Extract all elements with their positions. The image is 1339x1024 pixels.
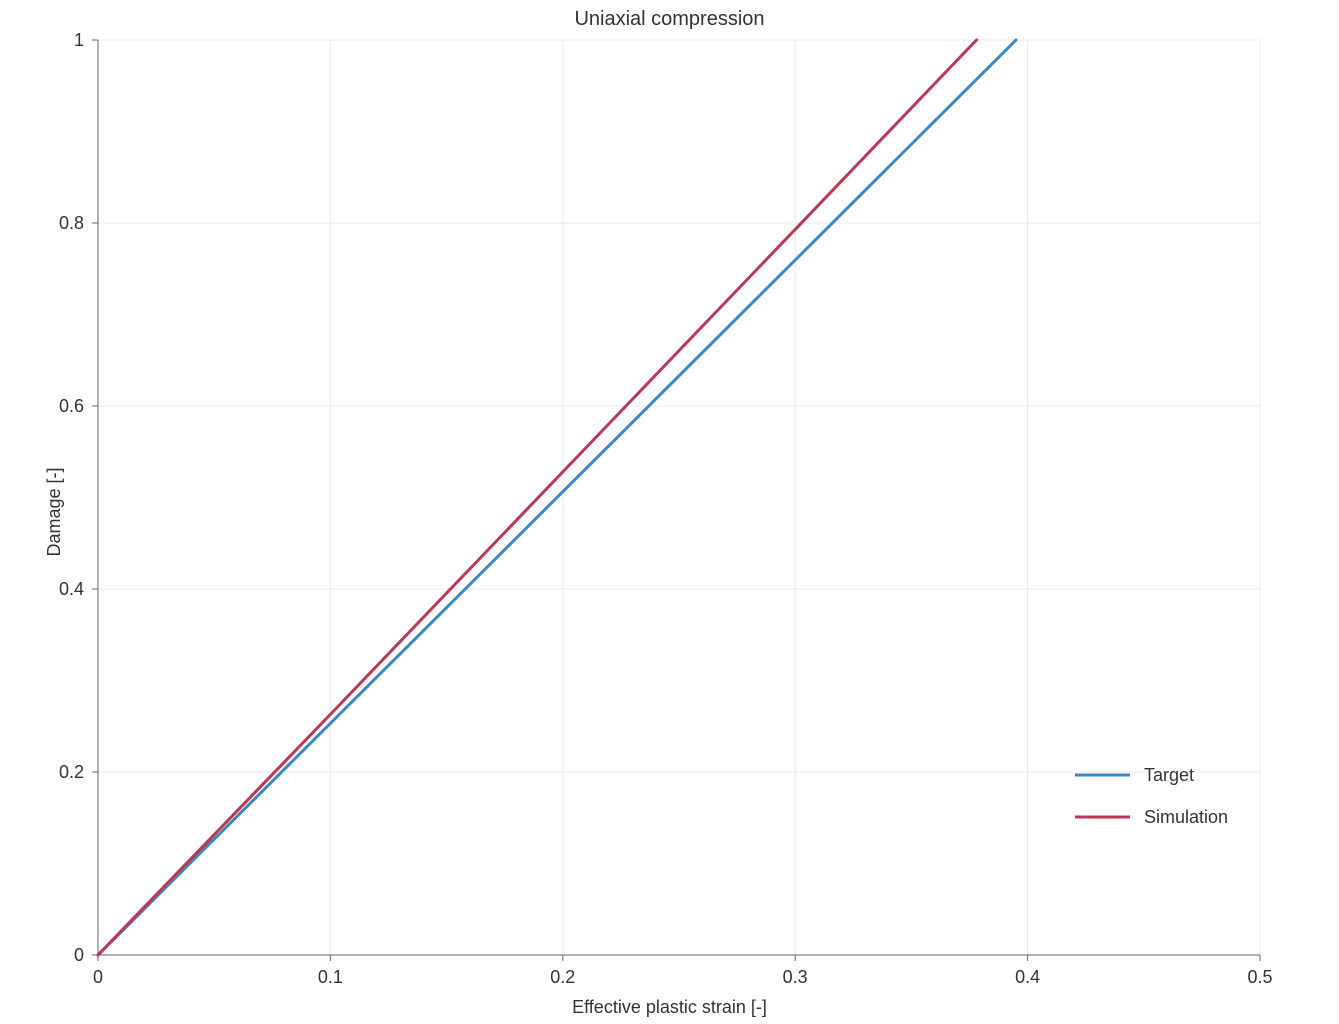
y-tick-label: 0.4 [59,579,84,599]
x-tick-label: 0 [93,967,103,987]
y-tick-label: 0.6 [59,396,84,416]
y-tick-label: 0.2 [59,762,84,782]
y-tick-label: 0.8 [59,213,84,233]
y-axis-label: Damage [-] [44,467,65,556]
x-axis-label: Effective plastic strain [-] [0,997,1339,1018]
x-tick-label: 0.5 [1247,967,1272,987]
chart-bg [0,0,1339,1024]
x-tick-label: 0.1 [318,967,343,987]
legend-label: Simulation [1144,807,1228,827]
x-tick-label: 0.4 [1015,967,1040,987]
x-tick-label: 0.2 [550,967,575,987]
chart-svg: 0 0.1 0.2 0.3 0.4 0.5 0 0.2 0.4 0.6 0.8 1 Target Simu… [0,0,1339,1024]
chart-container: Uniaxial compression Effective plastic s… [0,0,1339,1024]
y-tick-label: 0 [74,945,84,965]
x-tick-label: 0.3 [783,967,808,987]
chart-title: Uniaxial compression [0,8,1339,31]
y-tick-label: 1 [74,30,84,50]
legend-label: Target [1144,765,1194,785]
